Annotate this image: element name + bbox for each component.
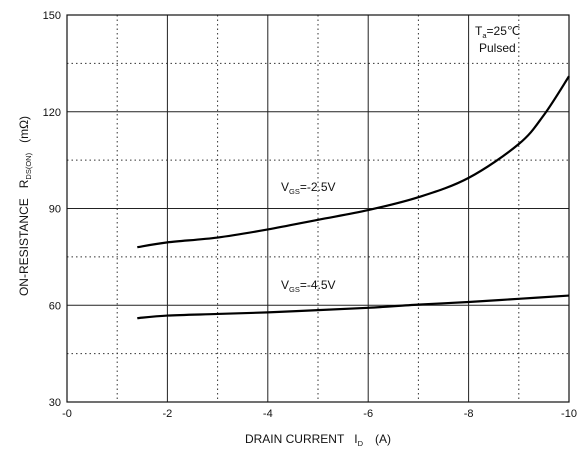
series-label-main: V (281, 180, 289, 194)
temperature-annotation: Ta=25℃ (475, 24, 520, 40)
series-label-value: =-2.5V (300, 180, 336, 194)
y-axis-symbol-sub: DS(ON) (24, 152, 33, 179)
series-label-sub: GS (289, 187, 300, 196)
temperature-sub: a (482, 31, 487, 40)
x-axis-label-text: DRAIN CURRENT (245, 432, 345, 446)
series-lines (137, 75, 570, 320)
series-label-sub: GS (289, 285, 300, 294)
y-axis-unit: (mΩ) (17, 116, 31, 143)
plot-frame (66, 14, 570, 403)
x-tick-label: -0 (62, 408, 72, 420)
series-line-vgs-2-5 (137, 75, 570, 249)
grid (67, 15, 569, 402)
x-tick-label: -4 (263, 408, 273, 420)
series-label-vgs-4-5: VGS=-4.5V (281, 278, 336, 294)
series-label-value: =-4.5V (300, 278, 336, 292)
y-tick-label: 60 (49, 300, 61, 312)
x-tick-label: -8 (464, 408, 474, 420)
temperature-symbol: T (475, 24, 483, 38)
x-axis-symbol: I (354, 432, 357, 446)
series-line-vgs-4-5 (137, 294, 570, 320)
x-tick-label: -6 (363, 408, 373, 420)
y-axis-label-text: ON-RESISTANCE (17, 198, 31, 296)
y-axis-symbol: R (17, 179, 31, 188)
pulsed-annotation: Pulsed (479, 41, 516, 55)
temperature-value: =25℃ (487, 24, 521, 38)
y-tick-label: 30 (49, 397, 61, 409)
x-tick-label: -10 (561, 408, 577, 420)
y-tick-label: 150 (43, 10, 61, 22)
x-tick-label: -2 (163, 408, 173, 420)
series-label-main: V (281, 278, 289, 292)
series-label-vgs-2-5: VGS=-2.5V (281, 180, 336, 196)
y-tick-label: 90 (49, 204, 61, 216)
x-axis-label: DRAIN CURRENT ID (A) (245, 432, 391, 448)
y-tick-label: 120 (43, 107, 61, 119)
x-axis-unit: (A) (375, 432, 391, 446)
x-axis-symbol-sub: D (358, 439, 364, 448)
axes: -0 -2 -4 -6 -8 -10 30 60 90 120 150 (43, 10, 577, 420)
y-axis-label: ON-RESISTANCE RDS(ON) (mΩ) (17, 116, 33, 296)
